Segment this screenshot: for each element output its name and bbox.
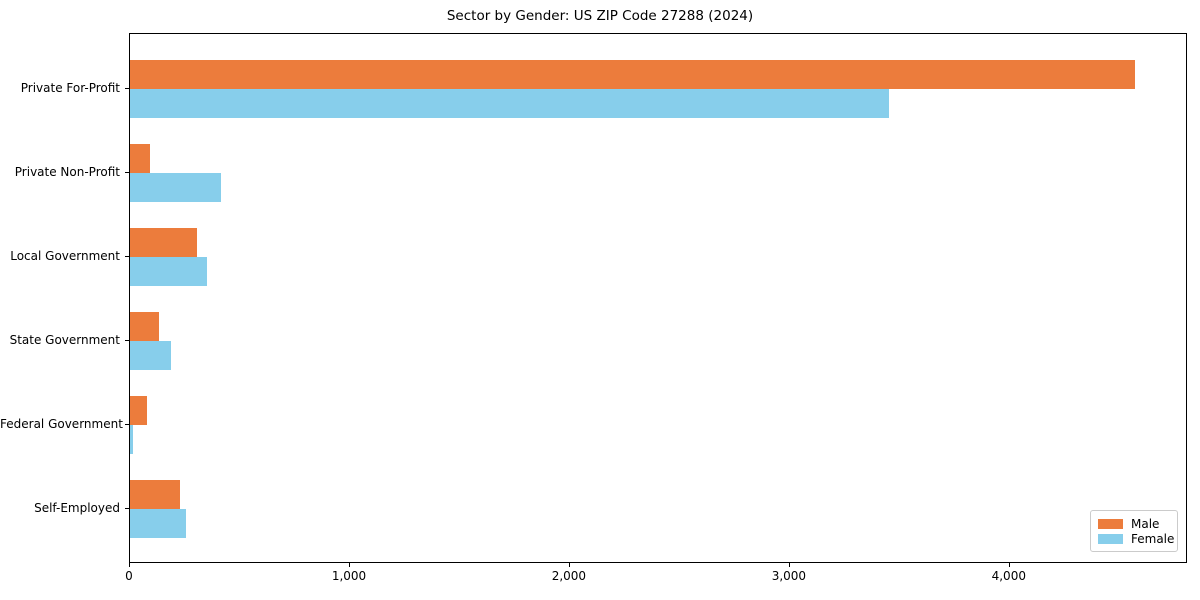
legend-item-female: Female — [1098, 531, 1174, 546]
y-tick — [125, 88, 129, 89]
bar-female-1 — [130, 89, 889, 118]
legend-swatch-male — [1098, 518, 1123, 529]
bar-female-2 — [130, 173, 222, 202]
x-tick — [788, 563, 790, 567]
y-tick — [125, 340, 129, 341]
legend: Male Female — [1090, 510, 1178, 552]
x-tick — [129, 563, 130, 567]
y-axis-label: Federal Government — [0, 417, 123, 431]
y-axis-label: Self-Employed — [34, 501, 120, 515]
x-tick-label: 0 — [125, 569, 133, 583]
bar-male-4 — [130, 312, 159, 341]
y-axis-label: Private For-Profit — [20, 81, 120, 95]
x-tick-label: 1,000 — [331, 569, 367, 583]
y-tick — [125, 424, 129, 425]
y-axis-label: Private Non-Profit — [14, 165, 120, 179]
chart-title: Sector by Gender: US ZIP Code 27288 (202… — [446, 8, 754, 24]
y-axis-label: Local Government — [10, 249, 120, 263]
legend-swatch-female — [1098, 533, 1123, 544]
bar-male-6 — [130, 480, 180, 509]
x-tick — [349, 563, 350, 567]
y-tick — [125, 172, 129, 173]
bar-male-2 — [130, 144, 150, 173]
bar-female-3 — [130, 257, 207, 286]
bar-male-3 — [130, 228, 198, 257]
x-tick — [568, 563, 570, 567]
bar-female-4 — [130, 341, 171, 370]
y-axis-label: State Government — [9, 333, 120, 347]
y-tick — [125, 256, 129, 257]
legend-label-male: Male — [1131, 516, 1160, 531]
x-tick — [1008, 563, 1010, 567]
x-tick-label: 3,000 — [771, 569, 807, 583]
bar-female-6 — [130, 509, 187, 538]
plot-area — [129, 33, 1187, 563]
bar-female-5 — [130, 425, 134, 454]
legend-label-female: Female — [1131, 531, 1175, 546]
bar-male-5 — [130, 396, 147, 425]
x-tick-label: 2,000 — [551, 569, 587, 583]
x-tick-label: 4,000 — [991, 569, 1026, 583]
y-tick — [125, 508, 129, 509]
bar-male-1 — [130, 60, 1136, 89]
legend-item-male: Male — [1098, 516, 1170, 531]
